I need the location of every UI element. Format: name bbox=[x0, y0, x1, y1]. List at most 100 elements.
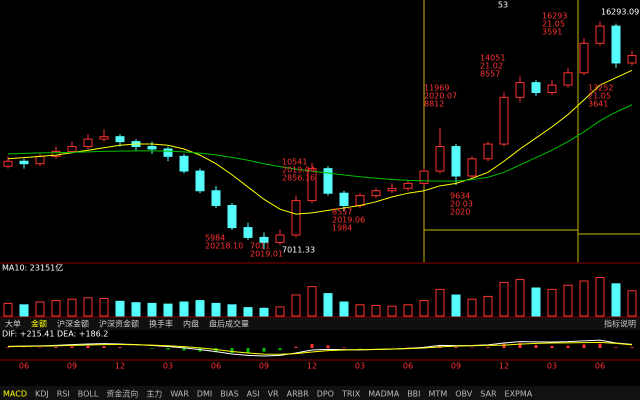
candle-body bbox=[147, 146, 157, 150]
price-annotation: 10541 bbox=[282, 158, 307, 167]
volume-bar bbox=[611, 283, 621, 317]
candle-body bbox=[627, 55, 637, 64]
indicator-bar bbox=[0, 386, 640, 400]
price-annotation: 5984 bbox=[205, 234, 225, 243]
candle-body bbox=[547, 84, 557, 93]
volume-bar bbox=[403, 304, 413, 317]
volume-bar bbox=[483, 295, 493, 317]
x-tick-label: 06 bbox=[19, 362, 29, 371]
price-annotation: 20218.10 bbox=[205, 242, 243, 251]
x-tick-label: 12 bbox=[307, 362, 317, 371]
indicator-button[interactable]: ARBR bbox=[287, 390, 310, 399]
candle-body bbox=[51, 150, 61, 157]
candle-body bbox=[387, 187, 397, 192]
candle-body bbox=[355, 195, 365, 206]
volume-bar bbox=[211, 302, 221, 317]
price-annotation: 8557 bbox=[480, 70, 500, 79]
price-annotation: 7011 bbox=[250, 242, 270, 251]
candle-body bbox=[371, 190, 381, 197]
price-annotation: 1984 bbox=[332, 224, 352, 233]
indicator-button[interactable]: BBI bbox=[407, 390, 420, 399]
volume-bar bbox=[579, 280, 589, 317]
indicator-button[interactable]: OBV bbox=[455, 390, 473, 399]
candle-body bbox=[195, 170, 205, 192]
price-annotation: 21.05 bbox=[588, 92, 611, 101]
price-annotation: 21.02 bbox=[480, 62, 503, 71]
candle-body bbox=[115, 136, 125, 143]
indicator-tab[interactable]: 金额 bbox=[31, 319, 47, 329]
candle-body bbox=[163, 148, 173, 157]
indicator-button[interactable]: 资金流向 bbox=[106, 389, 138, 399]
help-button[interactable]: 指标说明 bbox=[604, 319, 636, 329]
volume-bar bbox=[307, 286, 317, 317]
indicator-button[interactable]: BOLL bbox=[78, 390, 99, 399]
candle-body bbox=[211, 190, 221, 206]
volume-bar bbox=[563, 284, 573, 317]
indicator-button[interactable]: VR bbox=[268, 390, 279, 399]
candle-body bbox=[323, 168, 333, 194]
macd-dea bbox=[7, 341, 633, 355]
indicator-button[interactable]: ASI bbox=[247, 390, 260, 399]
x-tick-label: 09 bbox=[259, 362, 269, 371]
price-annotation: 7011.33 bbox=[282, 246, 315, 255]
candle-body bbox=[291, 200, 301, 236]
indicator-tab[interactable]: 换手率 bbox=[149, 319, 173, 329]
indicator-tab[interactable]: 沪深资金额 bbox=[99, 319, 139, 329]
candle-body bbox=[3, 160, 13, 167]
indicator-button[interactable]: KDJ bbox=[35, 390, 49, 399]
candle-body bbox=[227, 204, 237, 229]
candle-body bbox=[35, 155, 45, 165]
indicator-button[interactable]: MADMA bbox=[368, 390, 399, 399]
candle-body bbox=[243, 227, 253, 238]
volume-bar bbox=[339, 301, 349, 317]
candle-body bbox=[435, 146, 445, 172]
indicator-tab[interactable]: 沪深金额 bbox=[57, 319, 89, 329]
price-annotation: 21.05 bbox=[542, 20, 565, 29]
candle-body bbox=[451, 146, 461, 177]
price-annotation: 13252 bbox=[588, 84, 613, 93]
volume-bar bbox=[243, 307, 253, 317]
indicator-button[interactable]: WAR bbox=[170, 390, 189, 399]
volume-bar bbox=[323, 293, 333, 317]
indicator-button[interactable]: SAR bbox=[480, 390, 497, 399]
price-annotation: 3641 bbox=[588, 100, 608, 109]
range-count: 53 bbox=[498, 1, 508, 10]
indicator-button[interactable]: EXPMA bbox=[505, 390, 533, 399]
x-tick-label: 06 bbox=[211, 362, 221, 371]
volume-bar bbox=[227, 304, 237, 317]
indicator-tab[interactable]: 大单 bbox=[5, 319, 21, 329]
candle-body bbox=[259, 236, 269, 243]
indicator-tab[interactable]: 盘后成交量 bbox=[209, 319, 249, 329]
indicator-button[interactable]: MTM bbox=[429, 390, 448, 399]
candle-body bbox=[499, 96, 509, 145]
indicator-button[interactable]: DMI bbox=[197, 390, 212, 399]
volume-bar bbox=[547, 288, 557, 317]
candle-body bbox=[579, 42, 589, 74]
volume-bar bbox=[371, 305, 381, 317]
volume-bar bbox=[499, 281, 509, 317]
x-tick-label: 12 bbox=[115, 362, 125, 371]
volume-bar bbox=[595, 277, 605, 317]
indicator-tab[interactable]: 内盘 bbox=[183, 319, 199, 329]
volume-bar bbox=[51, 300, 61, 317]
indicator-button[interactable]: 主力 bbox=[146, 389, 162, 399]
macd-dif bbox=[7, 339, 633, 357]
candle-body bbox=[403, 182, 413, 189]
candle-body bbox=[595, 25, 605, 44]
price-annotation: 8557 bbox=[332, 208, 352, 217]
indicator-button[interactable]: MACD bbox=[3, 390, 27, 399]
indicator-button[interactable]: DPO bbox=[317, 390, 334, 399]
price-annotation: 16293.09 bbox=[601, 8, 639, 17]
candle-body bbox=[307, 168, 317, 202]
candle-body bbox=[563, 72, 573, 86]
price-annotation: 20.03 bbox=[450, 200, 473, 209]
price-annotation: 9634 bbox=[450, 192, 470, 201]
price-annotation: 2019.01 bbox=[250, 250, 283, 259]
indicator-button[interactable]: BIAS bbox=[220, 390, 238, 399]
indicator-button[interactable]: RSI bbox=[57, 390, 70, 399]
candle-body bbox=[339, 192, 349, 206]
volume-bar bbox=[131, 302, 141, 317]
price-annotation: 2856.16 bbox=[282, 174, 315, 183]
x-tick-label: 12 bbox=[499, 362, 509, 371]
indicator-button[interactable]: TRIX bbox=[341, 390, 361, 399]
